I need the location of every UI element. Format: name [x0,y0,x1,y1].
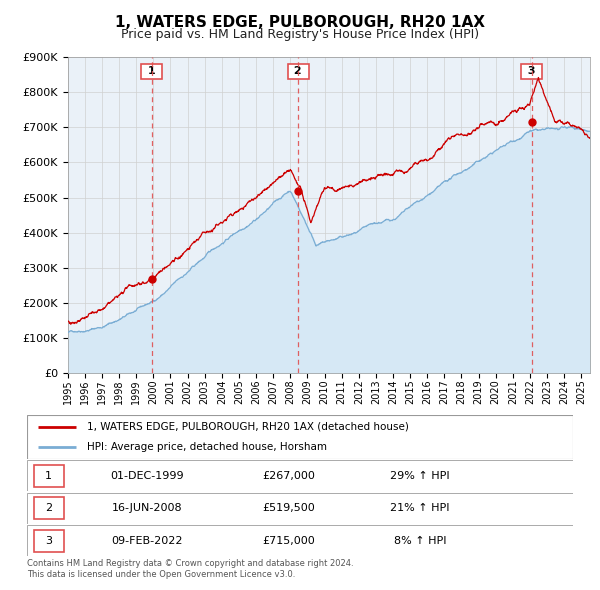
Text: 01-DEC-1999: 01-DEC-1999 [110,471,184,481]
Text: HPI: Average price, detached house, Horsham: HPI: Average price, detached house, Hors… [87,442,327,452]
Text: 3: 3 [45,536,52,546]
Text: £267,000: £267,000 [263,471,316,481]
Bar [34,465,64,487]
Bar [34,497,64,519]
Text: £519,500: £519,500 [263,503,316,513]
Bar [34,530,64,552]
Text: 09-FEB-2022: 09-FEB-2022 [112,536,183,546]
Text: 8% ↑ HPI: 8% ↑ HPI [394,536,446,546]
Text: 16-JUN-2008: 16-JUN-2008 [112,503,182,513]
Text: 21% ↑ HPI: 21% ↑ HPI [391,503,450,513]
Text: 1, WATERS EDGE, PULBOROUGH, RH20 1AX (detached house): 1, WATERS EDGE, PULBOROUGH, RH20 1AX (de… [87,422,409,432]
Text: 2: 2 [290,67,306,77]
Text: 1: 1 [45,471,52,481]
Text: 3: 3 [524,67,539,77]
Text: Contains HM Land Registry data © Crown copyright and database right 2024.
This d: Contains HM Land Registry data © Crown c… [27,559,353,579]
Text: 1: 1 [144,67,160,77]
Text: 1, WATERS EDGE, PULBOROUGH, RH20 1AX: 1, WATERS EDGE, PULBOROUGH, RH20 1AX [115,15,485,30]
Text: Price paid vs. HM Land Registry's House Price Index (HPI): Price paid vs. HM Land Registry's House … [121,28,479,41]
Text: 2: 2 [45,503,52,513]
Text: £715,000: £715,000 [263,536,316,546]
Text: 29% ↑ HPI: 29% ↑ HPI [391,471,450,481]
